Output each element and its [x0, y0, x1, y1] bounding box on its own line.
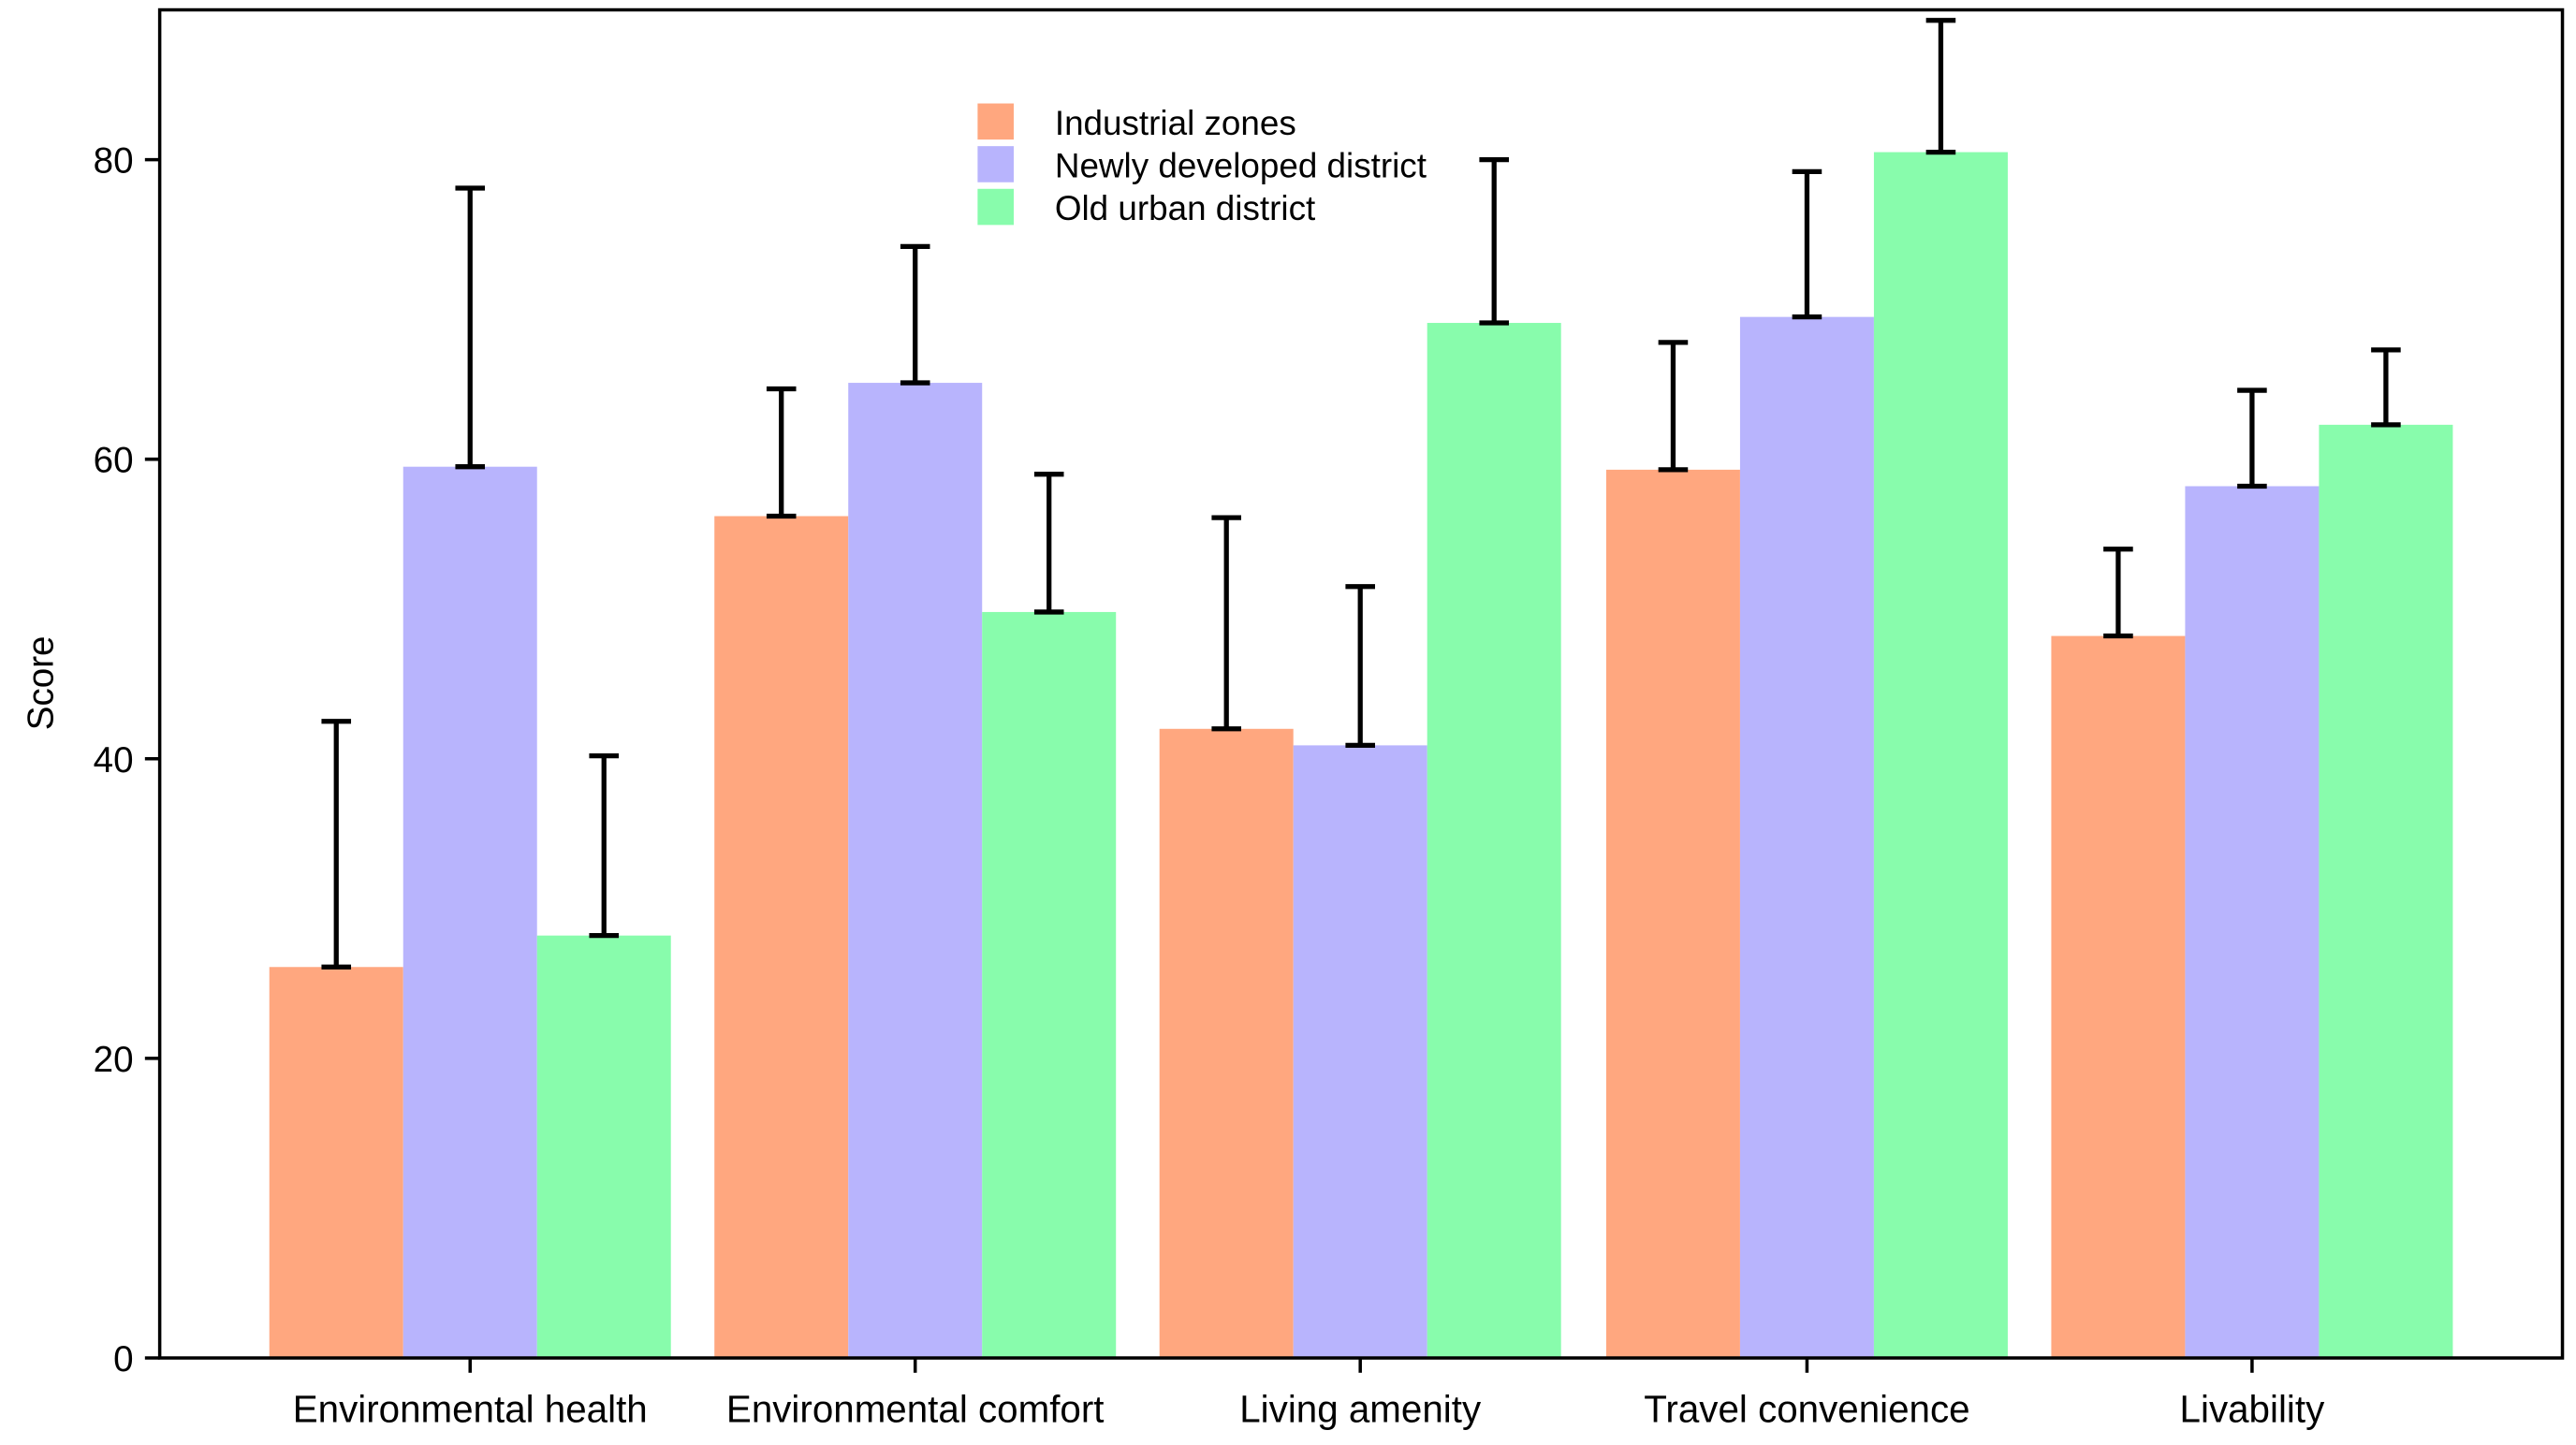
- y-tick-label: 60: [94, 441, 134, 481]
- bar: [1873, 152, 2008, 1359]
- legend-label: Industrial zones: [1055, 104, 1296, 142]
- bar: [402, 466, 537, 1359]
- bar: [269, 967, 403, 1359]
- y-tick-label: 0: [113, 1339, 133, 1379]
- bar: [1739, 316, 1874, 1359]
- bar: [2319, 424, 2453, 1359]
- x-tick-label: Travel convenience: [1644, 1387, 1969, 1430]
- x-tick-label: Environmental health: [293, 1387, 648, 1430]
- legend-swatch: [977, 146, 1014, 182]
- bar: [1293, 745, 1427, 1359]
- legend-swatch: [977, 188, 1014, 226]
- bar: [982, 611, 1117, 1359]
- legend-label: Newly developed district: [1055, 146, 1427, 184]
- x-tick-label: Livability: [2180, 1387, 2326, 1430]
- bar: [1605, 469, 1740, 1359]
- bar: [1159, 728, 1294, 1359]
- x-tick-label: Environmental comfort: [726, 1387, 1105, 1430]
- y-tick-label: 20: [94, 1040, 134, 1080]
- error-bars-layer: [321, 18, 2401, 970]
- y-axis-label: Score: [22, 636, 62, 731]
- y-tick-label: 40: [94, 740, 134, 781]
- y-tick-label: 80: [94, 141, 134, 182]
- y-axis: 0 20 40 60 80: [94, 141, 160, 1379]
- bar: [2185, 486, 2320, 1359]
- bars-layer: [269, 152, 2453, 1359]
- legend-swatch: [977, 103, 1014, 140]
- plot-frame: [157, 7, 2565, 1360]
- bar: [714, 516, 849, 1359]
- bar: [1427, 323, 1561, 1359]
- x-axis: Environmental health Environmental comfor…: [293, 1358, 2325, 1430]
- legend-label: Old urban district: [1055, 189, 1315, 227]
- bar: [2051, 635, 2186, 1359]
- bar: [848, 383, 983, 1359]
- x-tick-label: Living amenity: [1239, 1387, 1482, 1430]
- bar: [536, 935, 671, 1359]
- legend: Industrial zones Newly developed district…: [977, 103, 1427, 227]
